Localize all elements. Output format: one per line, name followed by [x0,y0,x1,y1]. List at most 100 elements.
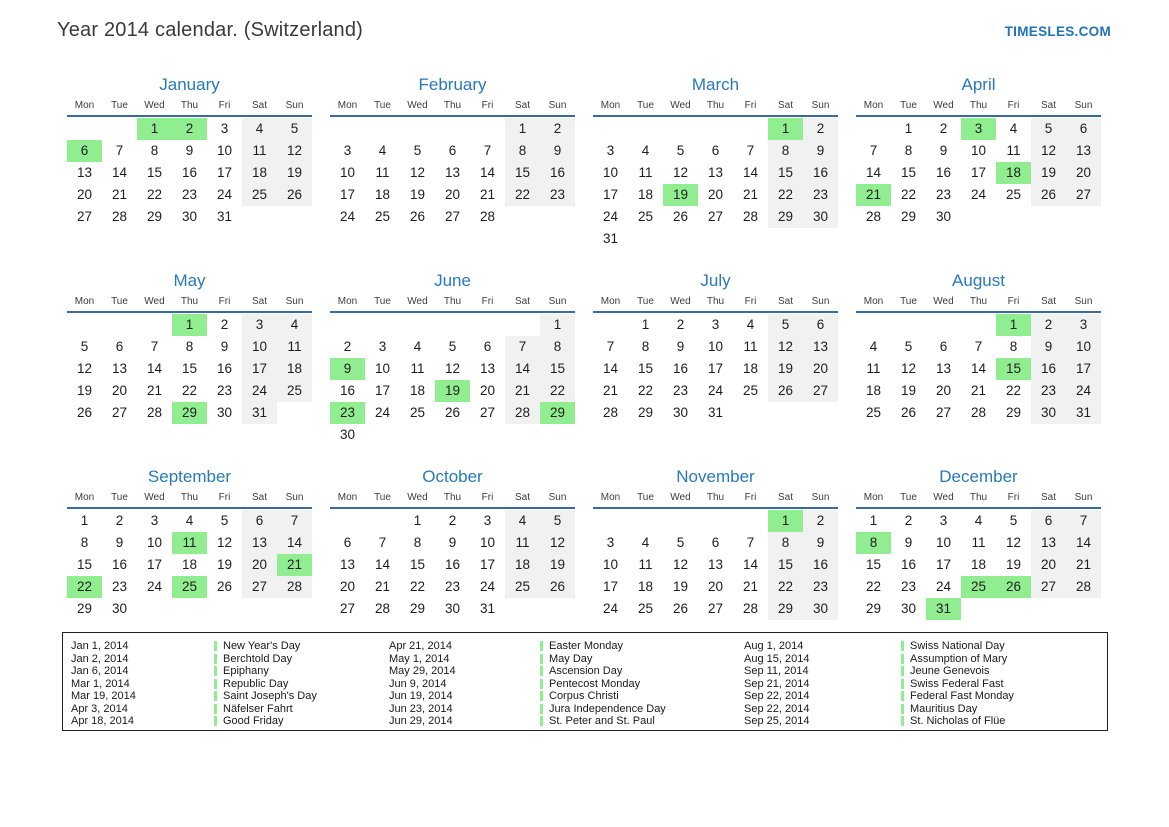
weekday-label: Fri [1007,492,1020,503]
empty-cell [961,314,996,336]
day-cell: 14 [111,165,128,180]
weekday-header-row: Mon Tue Wed Thu Fri Sat Sun [330,100,575,117]
holiday-name: Jura Independence Day [549,702,666,715]
holiday-date: May 29, 2014 [389,665,456,677]
holiday-day-cell: 25 [172,576,207,598]
day-cell: 25 [1005,187,1022,202]
weekday-label: Thu [969,492,988,503]
day-cell: 1 [904,121,913,136]
holiday-marker [901,678,904,689]
day-cell: 6 [483,339,492,354]
day-cell: 28 [602,405,619,420]
day-cell: 18 [505,554,540,576]
day-cell: 6 [711,535,720,550]
holiday-marker [901,641,904,651]
day-cell: 17 [216,165,233,180]
empty-cell [663,118,698,140]
month-august: August Mon Tue Wed Thu Fri Sat Sun 1 2 3 4 5 6 7 8 9 10 11… [856,270,1101,452]
legend-row: Jan 6, 2014 Epiphany [63,665,381,678]
empty-cell [663,510,698,532]
holiday-name: Jeune Genevois [910,665,990,677]
day-cell: 14 [277,532,312,554]
day-cell: 7 [746,143,755,158]
day-cell: 21 [970,383,987,398]
month-days: 1 2 3 4 5 6 7 8 9 10 11 12 13 14 15 16 17 18 19 20 21 22 23 24 2… [593,118,838,250]
day-cell: 9 [448,535,457,550]
legend-row: Jun 19, 2014 Corpus Christi [381,690,736,703]
holiday-date: Jun 19, 2014 [389,690,453,702]
day-cell: 12 [76,361,93,376]
legend-row: May 29, 2014 Ascension Day [381,665,736,678]
day-cell: 5 [448,339,457,354]
day-cell: 21 [479,187,496,202]
day-cell: 9 [115,535,124,550]
holiday-name: Good Friday [223,715,284,727]
day-cell: 4 [277,314,312,336]
day-cell: 30 [672,405,689,420]
day-cell: 2 [803,118,838,140]
day-cell: 3 [343,143,352,158]
month-title: September [147,467,232,486]
weekday-label: Fri [744,492,757,503]
day-cell: 27 [242,576,277,598]
day-cell: 17 [707,361,724,376]
weekday-label: Sat [1040,296,1056,307]
day-cell: 2 [676,317,685,332]
day-cell: 9 [1031,336,1066,358]
holiday-day-cell: 6 [67,140,102,162]
weekday-label: Tue [637,296,654,307]
weekday-label: Thu [180,492,199,503]
month-days: 1 2 3 4 5 6 7 8 9 10 11 12 13 14 15 16 17 18 19 20 21 22 23 24 2… [330,510,575,620]
legend-column: Apr 21, 2014 Easter Monday May 1, 2014 May … [381,640,736,730]
day-cell: 25 [637,209,654,224]
day-cell: 15 [637,361,654,376]
day-cell: 3 [606,143,615,158]
day-cell: 26 [672,601,689,616]
day-cell: 19 [1005,557,1022,572]
holiday-day-cell: 9 [330,358,365,380]
day-cell: 19 [540,554,575,576]
site-link[interactable]: TIMESLES.COM [1004,24,1111,39]
day-cell: 14 [146,361,163,376]
holiday-name: Pentecost Monday [549,677,641,690]
holiday-marker [214,641,217,651]
day-cell: 13 [242,532,277,554]
holiday-day-cell: 29 [172,402,207,424]
weekday-label: Sat [777,296,793,307]
day-cell: 7 [277,510,312,532]
day-cell: 29 [865,601,882,616]
day-cell: 24 [216,187,233,202]
empty-cell [435,118,470,140]
holiday-name: Saint Joseph's Day [223,690,317,702]
day-cell: 16 [339,383,356,398]
day-cell: 25 [374,209,391,224]
day-cell: 24 [602,601,619,616]
day-cell: 15 [768,554,803,576]
weekday-label: Sun [1074,296,1093,307]
month-march: March Mon Tue Wed Thu Fri Sat Sun 1 2 3 4 5 6 7 8 9 10 11 1… [593,74,838,256]
legend-row: Jan 2, 2014 Berchtold Day [63,653,381,666]
day-cell: 13 [803,336,838,358]
holiday-day-cell: 21 [856,184,891,206]
day-cell: 17 [1066,358,1101,380]
day-cell: 22 [900,187,917,202]
month-title: December [939,467,1018,486]
day-cell: 4 [505,510,540,532]
holiday-name: Corpus Christi [549,690,619,702]
day-cell: 26 [900,405,917,420]
day-cell: 25 [865,405,882,420]
empty-cell [470,118,505,140]
day-cell: 10 [602,557,619,572]
day-cell: 10 [602,165,619,180]
day-cell: 30 [935,209,952,224]
day-cell: 22 [540,380,575,402]
legend-row: Aug 1, 2014 Swiss National Day [736,640,1107,653]
weekday-header-row: Mon Tue Wed Thu Fri Sat Sun [67,296,312,313]
holiday-name: May Day [549,652,593,665]
weekday-label: Tue [900,492,917,503]
holiday-day-cell: 21 [277,554,312,576]
day-cell: 3 [242,314,277,336]
day-cell: 14 [479,165,496,180]
weekday-header-row: Mon Tue Wed Thu Fri Sat Sun [856,100,1101,117]
day-cell: 22 [181,383,198,398]
